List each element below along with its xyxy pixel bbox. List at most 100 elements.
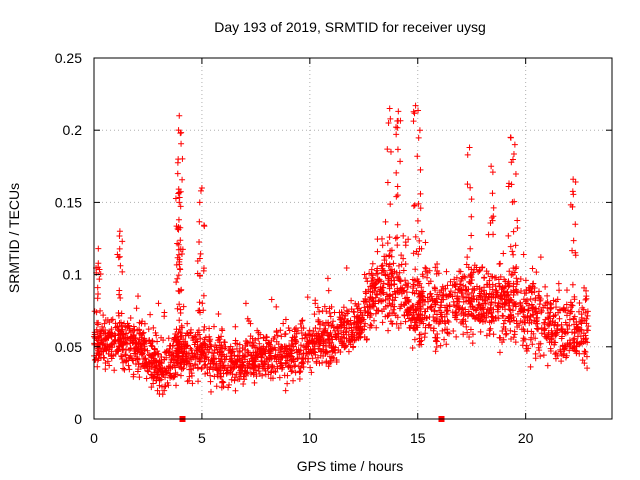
data-point (150, 380, 157, 387)
data-point (532, 355, 539, 362)
data-point (547, 304, 554, 311)
data-point (488, 163, 495, 170)
data-point (251, 362, 258, 369)
data-point (148, 384, 155, 391)
x-tick-label: 5 (198, 430, 206, 446)
data-point (172, 336, 179, 343)
data-point (386, 253, 393, 260)
data-point (417, 190, 424, 197)
plot-frame (93, 57, 613, 420)
data-point (439, 313, 446, 320)
data-point (384, 240, 391, 247)
data-point (327, 313, 334, 320)
data-point (552, 311, 559, 318)
data-point (255, 367, 262, 374)
data-point (468, 289, 475, 296)
data-point (560, 305, 567, 312)
data-point (217, 373, 224, 380)
data-point (513, 263, 520, 270)
data-point (280, 320, 287, 327)
data-point (410, 203, 417, 210)
data-point (129, 339, 136, 346)
data-point (285, 364, 292, 371)
data-point (422, 330, 429, 337)
data-point (178, 250, 185, 257)
data-point (198, 184, 205, 191)
data-point (433, 338, 440, 345)
data-point (220, 383, 227, 390)
data-point (94, 295, 101, 302)
data-point (544, 292, 551, 299)
data-point (362, 299, 369, 306)
data-point (293, 330, 300, 337)
data-point (373, 267, 380, 274)
data-point (371, 287, 378, 294)
data-point (153, 332, 160, 339)
data-point (176, 261, 183, 268)
data-point (463, 287, 470, 294)
data-point (298, 329, 305, 336)
data-point (199, 342, 206, 349)
data-point (328, 344, 335, 351)
data-point (402, 239, 409, 246)
data-point (178, 333, 185, 340)
data-point (240, 380, 247, 387)
data-point (362, 309, 369, 316)
data-point (201, 222, 208, 229)
data-point (308, 350, 315, 357)
data-point (468, 196, 475, 203)
data-point (330, 318, 337, 325)
data-point (244, 348, 251, 355)
data-point (461, 273, 468, 280)
data-point (397, 285, 404, 292)
data-point (481, 284, 488, 291)
data-point (418, 228, 425, 235)
data-point (94, 363, 101, 370)
data-point (536, 347, 543, 354)
data-point (263, 343, 270, 350)
data-point (351, 332, 358, 339)
data-point (411, 336, 418, 343)
data-point (369, 260, 376, 267)
data-point (467, 326, 474, 333)
data-point (288, 356, 295, 363)
data-point (196, 199, 203, 206)
data-point (434, 268, 441, 275)
data-point (386, 234, 393, 241)
data-point (446, 302, 453, 309)
data-point (143, 375, 150, 382)
data-point (510, 317, 517, 324)
data-point (292, 362, 299, 369)
data-point (465, 298, 472, 305)
data-point (483, 268, 490, 275)
data-point (197, 309, 204, 316)
data-point (525, 302, 532, 309)
data-point (340, 340, 347, 347)
data-point (108, 353, 115, 360)
data-point (175, 350, 182, 357)
data-point (471, 315, 478, 322)
y-tick-label: 0 (74, 411, 82, 427)
data-point (467, 303, 474, 310)
data-point (480, 305, 487, 312)
data-point (176, 338, 183, 345)
data-point (351, 319, 358, 326)
data-point (469, 277, 476, 284)
data-point (394, 146, 401, 153)
data-point (175, 226, 182, 233)
data-point (309, 355, 316, 362)
data-point (292, 340, 299, 347)
data-point (196, 239, 203, 246)
data-point (284, 372, 291, 379)
data-point (149, 337, 156, 344)
data-point (410, 108, 417, 115)
data-point (489, 273, 496, 280)
data-point (505, 315, 512, 322)
data-point (161, 387, 168, 394)
data-point (259, 365, 266, 372)
data-point (410, 118, 417, 125)
data-point (557, 348, 564, 355)
data-point (534, 320, 541, 327)
data-point (540, 352, 547, 359)
data-point (327, 359, 334, 366)
